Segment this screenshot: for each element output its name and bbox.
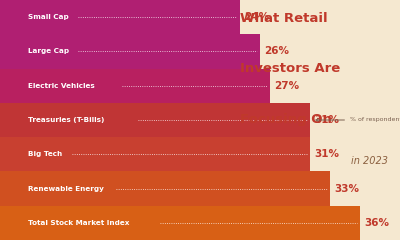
Text: in 2023: in 2023	[351, 156, 388, 166]
Text: Electric Vehicles: Electric Vehicles	[28, 83, 95, 89]
Text: Big Tech: Big Tech	[28, 151, 62, 157]
Text: 31%: 31%	[314, 115, 339, 125]
Text: Renewable Energy: Renewable Energy	[28, 186, 104, 192]
Bar	[0, 0, 240, 34]
Text: 27%: 27%	[274, 81, 299, 91]
Text: 36%: 36%	[364, 218, 389, 228]
Text: Total Stock Market Index: Total Stock Market Index	[28, 220, 129, 226]
Bar	[0, 103, 310, 137]
Bar	[0, 137, 310, 171]
Bar	[0, 69, 270, 103]
Bar	[0, 171, 330, 206]
Text: % of respondents: % of respondents	[316, 118, 400, 122]
Text: Small Cap: Small Cap	[28, 14, 69, 20]
Text: Focusing On: Focusing On	[240, 113, 332, 126]
Bar	[0, 206, 360, 240]
Text: 31%: 31%	[314, 149, 339, 159]
Text: 26%: 26%	[264, 46, 289, 56]
Text: What Retail: What Retail	[240, 12, 328, 25]
Text: Treasuries (T-Bills): Treasuries (T-Bills)	[28, 117, 104, 123]
Text: 24%: 24%	[244, 12, 269, 22]
Text: Large Cap: Large Cap	[28, 48, 69, 54]
Bar	[0, 34, 260, 69]
Text: 33%: 33%	[334, 184, 359, 194]
Text: Investors Are: Investors Are	[240, 62, 340, 75]
